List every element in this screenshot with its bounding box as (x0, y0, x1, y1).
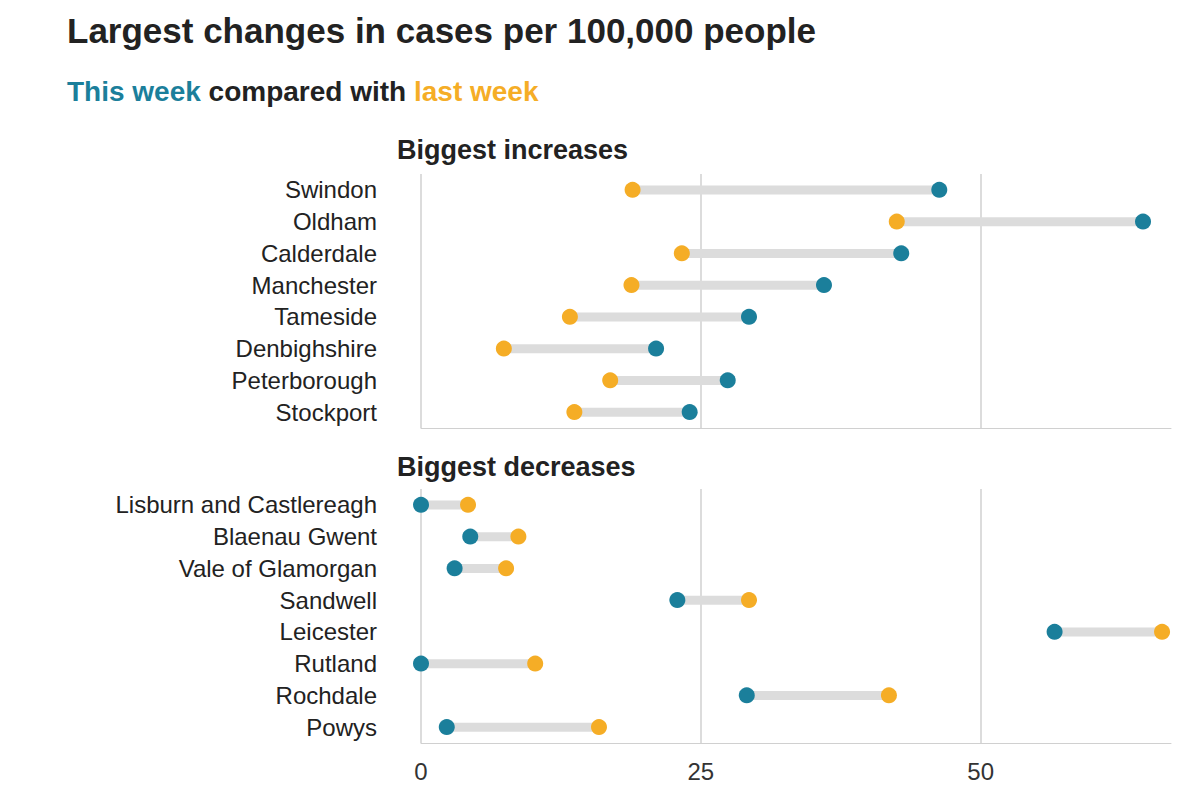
svg-text:Peterborough: Peterborough (232, 367, 377, 394)
svg-text:Powys: Powys (306, 714, 377, 741)
svg-text:Sandwell: Sandwell (280, 587, 377, 614)
svg-text:Stockport: Stockport (276, 399, 378, 426)
svg-text:Biggest decreases: Biggest decreases (397, 452, 636, 482)
svg-text:compared with: compared with (201, 76, 414, 107)
svg-text:Biggest increases: Biggest increases (397, 135, 628, 165)
svg-text:Oldham: Oldham (293, 208, 377, 235)
svg-text:last week: last week (414, 76, 539, 107)
svg-text:Vale of Glamorgan: Vale of Glamorgan (179, 555, 377, 582)
svg-text:Denbighshire: Denbighshire (236, 335, 377, 362)
svg-text:Manchester: Manchester (252, 272, 377, 299)
svg-text:Rutland: Rutland (294, 650, 377, 677)
svg-text:Leicester: Leicester (280, 618, 377, 645)
svg-text:Lisburn and Castlereagh: Lisburn and Castlereagh (115, 491, 377, 518)
svg-text:Blaenau Gwent: Blaenau Gwent (213, 523, 377, 550)
svg-text:25: 25 (687, 758, 714, 785)
svg-text:This week: This week (67, 76, 201, 107)
svg-text:Largest changes in cases per 1: Largest changes in cases per 100,000 peo… (67, 11, 816, 50)
svg-text:0: 0 (414, 758, 427, 785)
svg-text:Tameside: Tameside (274, 303, 377, 330)
svg-text:Calderdale: Calderdale (261, 240, 377, 267)
svg-text:Rochdale: Rochdale (276, 682, 377, 709)
svg-text:Swindon: Swindon (285, 176, 377, 203)
svg-text:50: 50 (967, 758, 994, 785)
